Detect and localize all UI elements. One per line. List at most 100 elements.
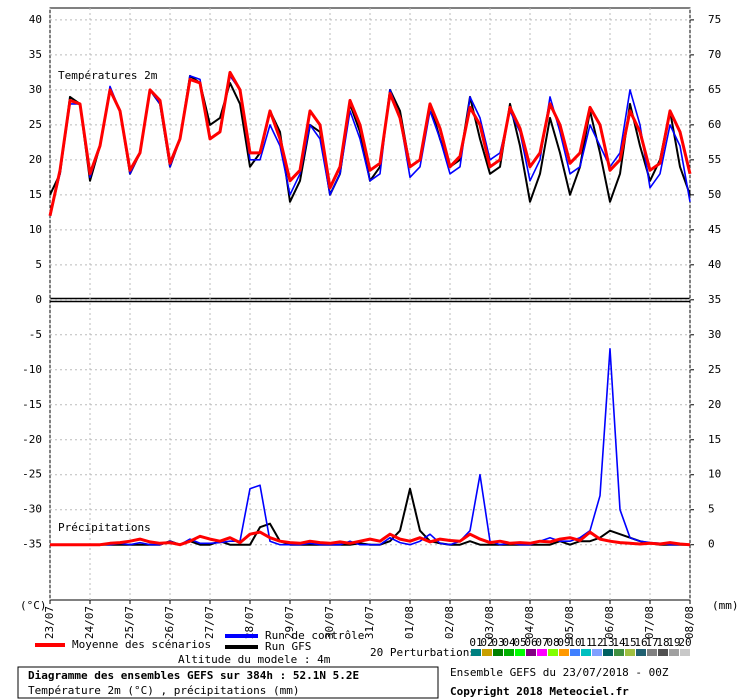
precipitation-line — [50, 530, 691, 547]
legend-label: Run GFS — [265, 640, 311, 653]
perturbation-number: 08 — [546, 636, 559, 649]
perturbation-swatch — [471, 649, 481, 656]
perturbation-swatch — [493, 649, 503, 656]
y-tick-label: -35 — [22, 538, 42, 551]
x-tick-label: 04/08 — [523, 606, 536, 639]
perturbation-number: 15 — [623, 636, 636, 649]
perturbation-number: 01 — [469, 636, 482, 649]
x-tick-label: 29/07 — [283, 606, 296, 639]
y-tick-label: -20 — [22, 433, 42, 446]
y2-tick-label: 60 — [708, 118, 721, 131]
precipitation-line — [50, 348, 690, 546]
y-tick-label: 10 — [29, 223, 42, 236]
y2-tick-label: 30 — [708, 328, 721, 341]
perturbation-number: 11 — [579, 636, 592, 649]
x-tick-label: 31/07 — [363, 606, 376, 639]
y-tick-label: 20 — [29, 153, 42, 166]
x-tick-label: 24/07 — [83, 606, 96, 639]
y-tick-label: -5 — [29, 328, 42, 341]
perturbation-swatch — [515, 649, 525, 656]
y2-tick-label: 55 — [708, 153, 721, 166]
perturbation-swatch — [570, 649, 580, 656]
perturbation-number: 04 — [502, 636, 516, 649]
y2-tick-label: 65 — [708, 83, 721, 96]
altitude: Altitude du modele : 4m — [178, 653, 331, 666]
legend-label: Moyenne des scénarios — [72, 638, 211, 651]
y-tick-label: -10 — [22, 363, 42, 376]
chart-title: Diagramme des ensembles GEFS sur 384h : … — [28, 669, 359, 682]
perturbation-swatch — [526, 649, 536, 656]
run-label: Ensemble GEFS du 23/07/2018 - 00Z — [450, 666, 669, 679]
perturbation-swatch — [603, 649, 613, 656]
x-tick-label: 08/08 — [683, 606, 696, 639]
y-tick-label: -25 — [22, 468, 42, 481]
y-axis-label: (°C) — [20, 599, 47, 612]
perturbation-number: 18 — [656, 636, 669, 649]
y2-axis-label: (mm) — [712, 599, 739, 612]
y2-tick-label: 25 — [708, 363, 721, 376]
perturbation-swatch — [658, 649, 668, 656]
y2-tick-label: 45 — [708, 223, 721, 236]
x-tick-label: 26/07 — [163, 606, 176, 639]
perturbation-swatch — [625, 649, 635, 656]
y2-tick-label: 75 — [708, 13, 721, 26]
annotation: Précipitations — [58, 521, 151, 534]
title-box — [17, 666, 439, 699]
perturbation-swatch — [636, 649, 646, 656]
legend-label: Run de contrôle — [265, 629, 364, 642]
perturbation-number: 07 — [535, 636, 548, 649]
x-tick-label: 07/08 — [643, 606, 656, 639]
perturbation-number: 14 — [612, 636, 626, 649]
x-tick-label: 25/07 — [123, 606, 136, 639]
perturbation-number: 12 — [590, 636, 603, 649]
y2-tick-label: 20 — [708, 398, 721, 411]
perturbations-label: 20 Perturbations — [370, 646, 476, 659]
chart-subtitle: Température 2m (°C) , précipitations (mm… — [28, 684, 300, 697]
y-tick-label: 0 — [35, 293, 42, 306]
perturbation-swatch — [504, 649, 514, 656]
y-tick-label: 5 — [35, 258, 42, 271]
perturbation-swatch — [537, 649, 547, 656]
perturbation-number: 09 — [557, 636, 570, 649]
x-tick-label: 28/07 — [243, 606, 256, 639]
y-tick-label: 25 — [29, 118, 42, 131]
perturbation-number: 02 — [480, 636, 493, 649]
x-tick-label: 03/08 — [483, 606, 496, 639]
perturbation-swatch — [647, 649, 657, 656]
perturbation-swatch — [669, 649, 679, 656]
perturbation-swatch — [592, 649, 602, 656]
perturbation-number: 05 — [513, 636, 526, 649]
perturbation-swatch — [581, 649, 591, 656]
temperature-line — [49, 75, 691, 216]
perturbation-number: 20 — [678, 636, 691, 649]
y-tick-label: -30 — [22, 503, 42, 516]
perturbation-swatch — [614, 649, 624, 656]
y2-tick-label: 40 — [708, 258, 721, 271]
y2-tick-label: 5 — [708, 503, 715, 516]
x-tick-label: 27/07 — [203, 606, 216, 639]
perturbation-number: 13 — [601, 636, 614, 649]
perturbation-number: 03 — [491, 636, 504, 649]
perturbation-number: 17 — [645, 636, 658, 649]
y-tick-label: -15 — [22, 398, 42, 411]
annotation: Températures 2m — [58, 69, 158, 82]
perturbation-number: 06 — [524, 636, 537, 649]
y2-tick-label: 15 — [708, 433, 721, 446]
perturbation-swatch — [482, 649, 492, 656]
perturbation-number: 10 — [568, 636, 581, 649]
perturbation-number: 16 — [634, 636, 647, 649]
temperature-line — [48, 70, 692, 217]
y-tick-label: 35 — [29, 48, 42, 61]
y2-tick-label: 0 — [708, 538, 715, 551]
y2-tick-label: 10 — [708, 468, 721, 481]
perturbation-swatch — [680, 649, 690, 656]
y-tick-label: 15 — [29, 188, 42, 201]
y-tick-label: 30 — [29, 83, 42, 96]
y-tick-label: 40 — [29, 13, 42, 26]
y2-tick-label: 35 — [708, 293, 721, 306]
x-tick-label: 05/08 — [563, 606, 576, 639]
perturbation-number: 19 — [667, 636, 680, 649]
perturbation-swatch — [548, 649, 558, 656]
perturbation-swatch — [559, 649, 569, 656]
